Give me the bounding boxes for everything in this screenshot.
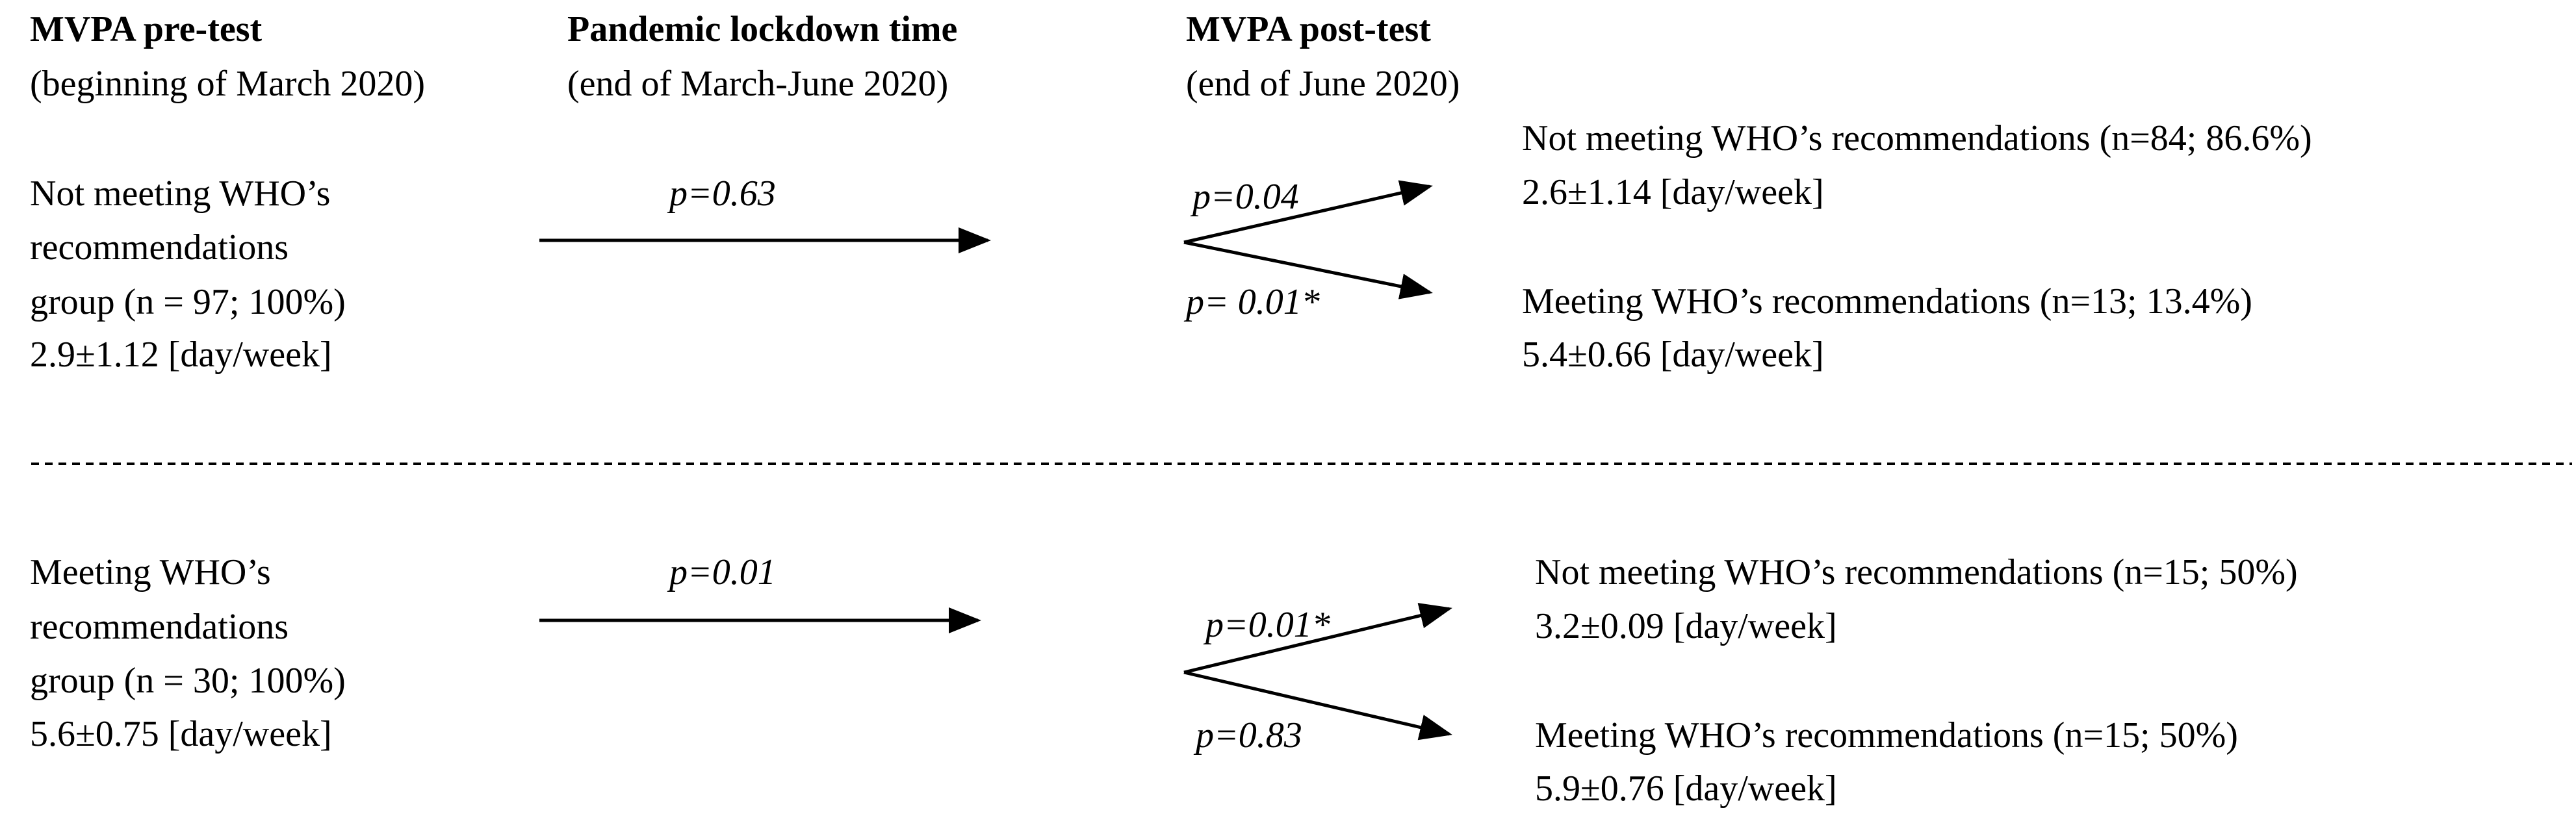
- bottom-outcome-meeting-value: 5.9±0.76 [day/week]: [1535, 768, 1837, 809]
- p-value-top-lower: p= 0.01*: [1186, 282, 1320, 322]
- posttest-title: MVPA post-test: [1186, 9, 1431, 49]
- branch-arrow-bottom-upper: [1183, 603, 1452, 674]
- top-outcome-meeting-value: 5.4±0.66 [day/week]: [1522, 335, 1824, 375]
- top-outcome-meeting-label: Meeting WHO’s recommendations (n=13; 13.…: [1522, 281, 2252, 322]
- group-not-meeting-line2: recommendations: [30, 227, 289, 268]
- bottom-outcome-meeting-label: Meeting WHO’s recommendations (n=15; 50%…: [1535, 715, 2238, 755]
- pretest-title: MVPA pre-test: [30, 9, 263, 49]
- top-outcome-not-meeting-label: Not meeting WHO’s recommendations (n=84;…: [1522, 118, 2312, 159]
- posttest-subtitle: (end of June 2020): [1186, 64, 1460, 104]
- group-meeting-line3: group (n = 30; 100%): [30, 661, 346, 701]
- p-value-lockdown-bottom: p=0.01: [669, 552, 776, 592]
- top-outcome-not-meeting-value: 2.6±1.14 [day/week]: [1522, 172, 1824, 212]
- lockdown-subtitle: (end of March-June 2020): [567, 64, 949, 104]
- p-value-bottom-lower: p=0.83: [1196, 715, 1302, 755]
- group-not-meeting-line4: 2.9±1.12 [day/week]: [30, 335, 332, 375]
- pretest-subtitle: (beginning of March 2020): [30, 64, 426, 104]
- p-value-lockdown-top: p=0.63: [669, 173, 776, 214]
- p-value-bottom-upper: p=0.01*: [1205, 605, 1330, 645]
- group-meeting-line4: 5.6±0.75 [day/week]: [30, 714, 332, 754]
- group-meeting-line1: Meeting WHO’s: [30, 552, 271, 592]
- lockdown-title: Pandemic lockdown time: [567, 9, 958, 49]
- group-meeting-line2: recommendations: [30, 607, 289, 647]
- branch-arrow-bottom-lower: [1183, 670, 1452, 741]
- bottom-outcome-not-meeting-value: 3.2±0.09 [day/week]: [1535, 606, 1837, 646]
- group-not-meeting-line3: group (n = 97; 100%): [30, 282, 346, 322]
- branch-arrow-top-upper: [1183, 180, 1433, 244]
- group-not-meeting-line1: Not meeting WHO’s: [30, 173, 331, 214]
- branch-arrow-top-lower: [1183, 240, 1433, 299]
- bottom-outcome-not-meeting-label: Not meeting WHO’s recommendations (n=15;…: [1535, 552, 2298, 592]
- p-value-top-upper: p=0.04: [1192, 177, 1299, 217]
